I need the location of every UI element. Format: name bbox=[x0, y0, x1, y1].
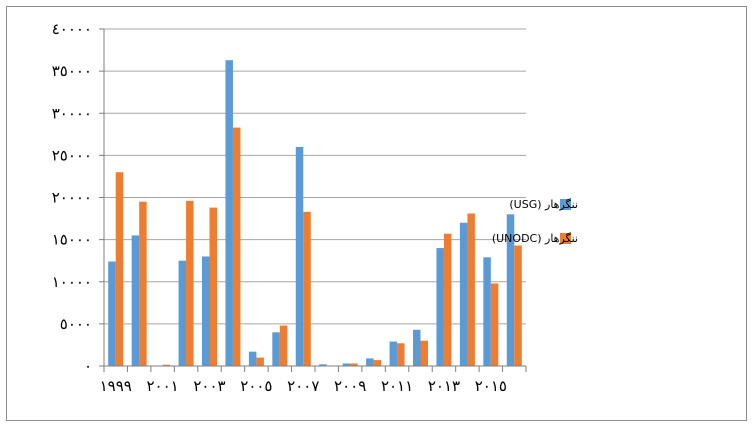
x-tick-label: ٢٠٠٩ bbox=[334, 377, 366, 395]
bar-unodc bbox=[303, 211, 311, 366]
bar-usg bbox=[248, 351, 257, 366]
bar-usg bbox=[413, 329, 421, 366]
x-tick-label: ٢٠١٣ bbox=[428, 377, 460, 395]
bar-usg bbox=[178, 260, 187, 366]
bar-unodc bbox=[350, 363, 358, 366]
bar-usg bbox=[272, 332, 280, 366]
y-tick-label: ٣٠٠٠٠ bbox=[52, 104, 92, 122]
bar-unodc bbox=[420, 340, 428, 366]
bar-usg bbox=[506, 214, 515, 366]
gridlines bbox=[104, 28, 526, 325]
bar-unodc bbox=[115, 172, 124, 366]
legend-swatch bbox=[560, 233, 571, 244]
x-tick-label: ٢٠١٥ bbox=[475, 377, 507, 395]
bar-unodc bbox=[209, 207, 217, 366]
bar-usg bbox=[319, 364, 327, 366]
bar-unodc bbox=[279, 325, 288, 366]
bar-usg bbox=[295, 146, 304, 366]
bar-usg bbox=[108, 261, 116, 366]
legend: ننگرهار (USG) ننگرهار (UNODC) bbox=[492, 198, 578, 245]
x-tick-label: ١٩٩٩ bbox=[100, 377, 132, 395]
bar-usg bbox=[342, 363, 351, 366]
bar-unodc bbox=[186, 200, 194, 366]
bar-unodc bbox=[162, 364, 171, 366]
bar-unodc bbox=[232, 127, 241, 366]
bar-unodc bbox=[490, 283, 499, 366]
y-tick-label: ١٥٠٠٠ bbox=[52, 231, 92, 249]
bar-unodc bbox=[514, 245, 522, 366]
bar-unodc bbox=[467, 213, 475, 366]
x-tick-label: ٢٠٠٣ bbox=[193, 377, 225, 395]
bar-usg bbox=[436, 248, 444, 366]
x-tick-label: ٢٠١١ bbox=[381, 377, 413, 395]
bar-unodc bbox=[139, 201, 147, 366]
y-tick-label: ٠ bbox=[84, 357, 92, 375]
legend-label: ننگرهار (USG) bbox=[509, 198, 578, 211]
bar-unodc bbox=[443, 233, 452, 366]
bars bbox=[108, 60, 522, 367]
y-tick-label: ٢٠٠٠٠ bbox=[52, 189, 92, 207]
x-axis-ticks: ١٩٩٩ ٢٠٠١ ٢٠٠٣ ٢٠٠٥ ٢٠٠٧ ٢٠٠٩ ٢٠١١ ٢٠١٣ ٢٠١٥ bbox=[100, 366, 527, 395]
y-tick-label: ٥٠٠٠ bbox=[60, 315, 92, 333]
bar-usg bbox=[483, 257, 491, 366]
bar-unodc bbox=[256, 357, 264, 366]
y-tick-label: ٢٥٠٠٠ bbox=[52, 146, 92, 164]
bar-usg bbox=[131, 235, 140, 366]
bar-usg bbox=[459, 222, 468, 366]
y-axis-ticks: ٠ ٥٠٠٠ ١٠٠٠٠ ١٥٠٠٠ ٢٠٠٠٠ ٢٥٠٠٠ ٣٠٠٠٠ ٣٥٠٠٠ ٤٠٠٠٠ bbox=[52, 20, 104, 375]
bar-unodc bbox=[373, 360, 382, 366]
chart-frame bbox=[6, 6, 747, 421]
x-tick-label: ٢٠٠٧ bbox=[287, 377, 319, 395]
y-tick-label: ١٠٠٠٠ bbox=[52, 273, 92, 291]
legend-label: ننگرهار (UNODC) bbox=[492, 232, 578, 245]
x-tick-label: ٢٠٠٥ bbox=[240, 377, 272, 395]
x-tick-label: ٢٠٠١ bbox=[146, 377, 178, 395]
bar-usg bbox=[366, 358, 374, 366]
legend-swatch bbox=[560, 199, 571, 210]
y-tick-label: ٣٥٠٠٠ bbox=[52, 62, 92, 80]
bar-unodc bbox=[397, 343, 405, 366]
bar-usg bbox=[225, 60, 233, 367]
y-tick-label: ٤٠٠٠٠ bbox=[52, 20, 92, 38]
bar-usg bbox=[389, 341, 398, 366]
bar-usg bbox=[202, 256, 210, 366]
